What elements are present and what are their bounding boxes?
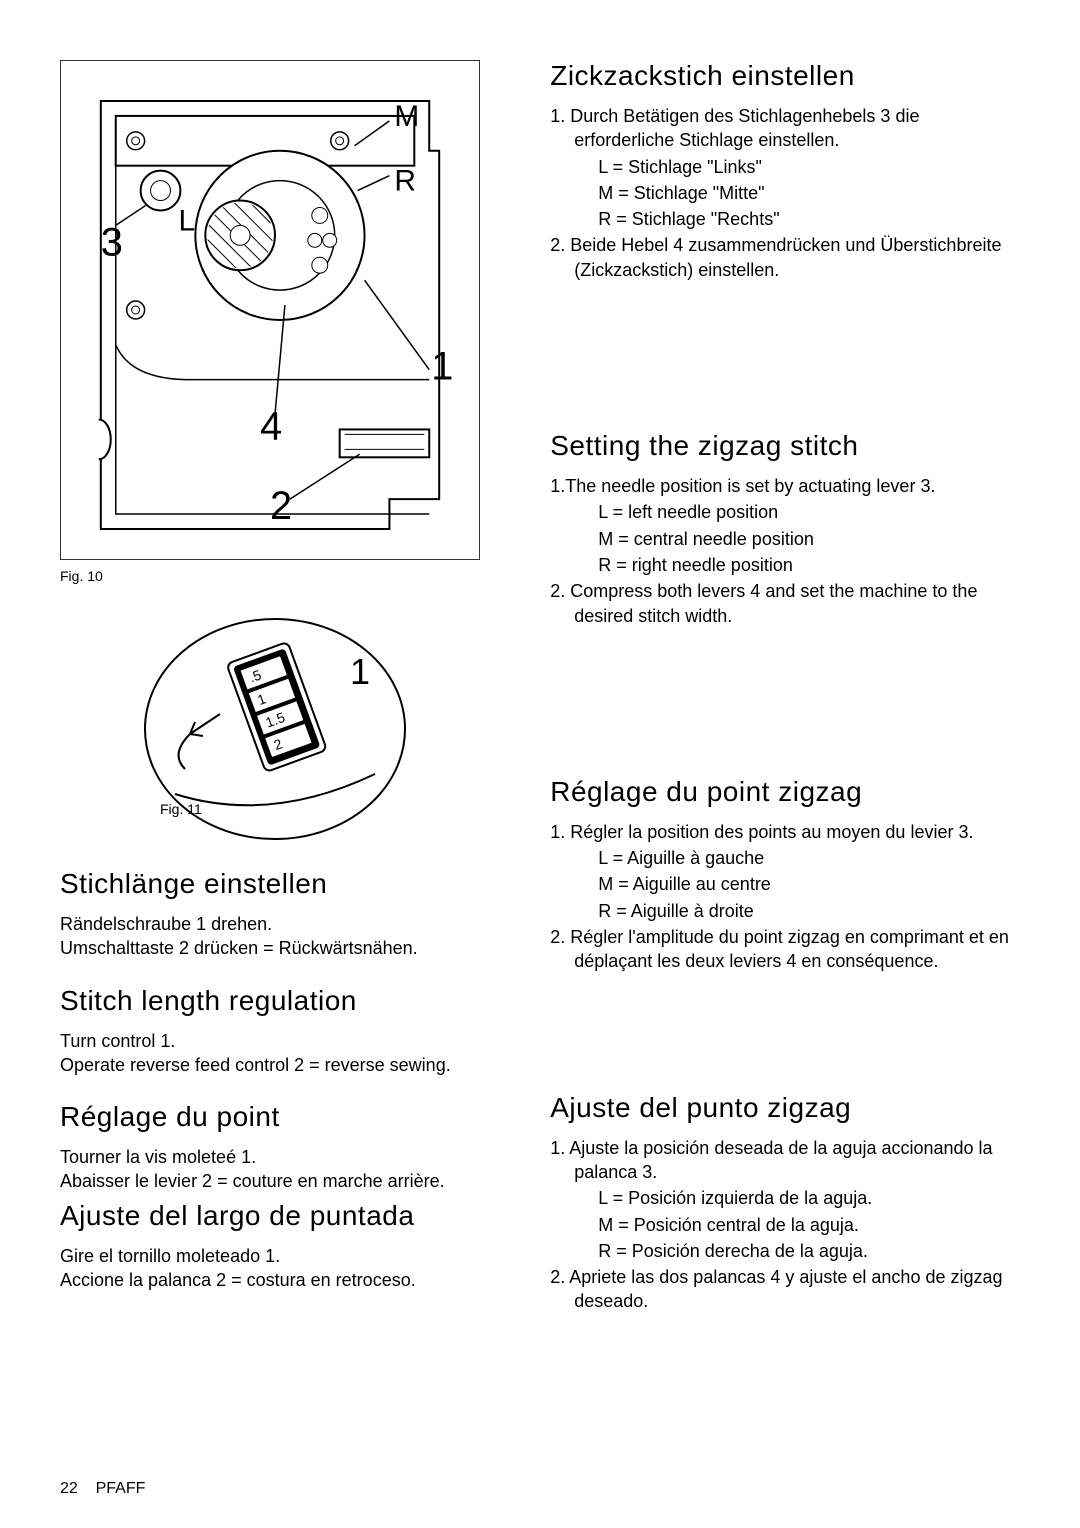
heading-reglage-point: Réglage du point: [60, 1101, 510, 1133]
section-reglage-point: Réglage du point Tourner la vis moleteé …: [60, 1101, 510, 1194]
fig10-caption: Fig. 10: [60, 568, 510, 584]
text: Umschalttaste 2 drücken = Rückwärtsnähen…: [60, 936, 510, 960]
page-number: 22: [60, 1480, 78, 1497]
definition: L = left needle position: [550, 500, 1020, 524]
section-setting-zigzag: Setting the zigzag stitch 1.The needle p…: [550, 430, 1020, 628]
definition: L = Aiguille à gauche: [550, 846, 1020, 870]
fig10-label-m: M: [394, 100, 419, 133]
definition: M = Stichlage "Mitte": [550, 181, 1020, 205]
heading-zickzack: Zickzackstich einstellen: [550, 60, 1020, 92]
list-item: 2. Apriete las dos palancas 4 y ajuste e…: [550, 1265, 1020, 1314]
fig10-label-2: 2: [270, 484, 292, 528]
text: Tourner la vis moleteé 1.: [60, 1145, 510, 1169]
heading-setting-zigzag: Setting the zigzag stitch: [550, 430, 1020, 462]
left-column: M R L 3 1 4 2 Fig. 10: [60, 60, 510, 1348]
definition: M = Posición central de la aguja.: [550, 1213, 1020, 1237]
definition: R = Stichlage "Rechts": [550, 207, 1020, 231]
fig11-label-1: 1: [350, 651, 370, 692]
list-item: 2. Régler l'amplitude du point zigzag en…: [550, 925, 1020, 974]
section-reglage-zigzag: Réglage du point zigzag 1. Régler la pos…: [550, 776, 1020, 974]
definition: R = right needle position: [550, 553, 1020, 577]
list-item: 1. Ajuste la posición deseada de la aguj…: [550, 1136, 1020, 1185]
section-stichlange: Stichlänge einstellen Rändelschraube 1 d…: [60, 868, 510, 961]
section-ajuste-largo: Ajuste del largo de puntada Gire el torn…: [60, 1200, 510, 1293]
fig10-label-l: L: [178, 204, 195, 237]
text: Turn control 1.: [60, 1029, 510, 1053]
list-item: 2. Beide Hebel 4 zusammendrücken und Übe…: [550, 233, 1020, 282]
definition: L = Posición izquierda de la aguja.: [550, 1186, 1020, 1210]
fig10-label-r: R: [394, 165, 416, 198]
text: Operate reverse feed control 2 = reverse…: [60, 1053, 510, 1077]
heading-stitch-length: Stitch length regulation: [60, 985, 510, 1017]
fig10-label-4: 4: [260, 404, 282, 448]
definition: M = Aiguille au centre: [550, 872, 1020, 896]
list-item: 2. Compress both levers 4 and set the ma…: [550, 579, 1020, 628]
fig11-caption: Fig. 11: [160, 801, 202, 817]
right-column: Zickzackstich einstellen 1. Durch Betäti…: [550, 60, 1020, 1348]
figure-11: .5 1 1.5 2 1 Fig. 11: [100, 614, 420, 844]
heading-stichlange: Stichlänge einstellen: [60, 868, 510, 900]
fig10-label-3: 3: [101, 220, 123, 264]
section-stitch-length: Stitch length regulation Turn control 1.…: [60, 985, 510, 1078]
text: Gire el tornillo moleteado 1.: [60, 1244, 510, 1268]
heading-ajuste-largo: Ajuste del largo de puntada: [60, 1200, 510, 1232]
definition: R = Aiguille à droite: [550, 899, 1020, 923]
definition: R = Posición derecha de la aguja.: [550, 1239, 1020, 1263]
fig10-svg: M R L 3 1 4 2: [61, 61, 479, 559]
section-zickzack: Zickzackstich einstellen 1. Durch Betäti…: [550, 60, 1020, 282]
figure-10: M R L 3 1 4 2: [60, 60, 480, 560]
heading-ajuste-zigzag: Ajuste del punto zigzag: [550, 1092, 1020, 1124]
page-footer: 22 PFAFF: [60, 1480, 145, 1498]
fig10-label-1: 1: [431, 345, 453, 389]
definition: L = Stichlage "Links": [550, 155, 1020, 179]
list-item: 1. Régler la position des points au moye…: [550, 820, 1020, 844]
brand-name: PFAFF: [96, 1480, 146, 1497]
section-ajuste-zigzag: Ajuste del punto zigzag 1. Ajuste la pos…: [550, 1092, 1020, 1314]
list-item: 1. Durch Betätigen des Stichlagenhebels …: [550, 104, 1020, 153]
heading-reglage-zigzag: Réglage du point zigzag: [550, 776, 1020, 808]
text: Rändelschraube 1 drehen.: [60, 912, 510, 936]
text: Accione la palanca 2 = costura en retroc…: [60, 1268, 510, 1292]
definition: M = central needle position: [550, 527, 1020, 551]
text: Abaisser le levier 2 = couture en marche…: [60, 1169, 510, 1193]
list-item: 1.The needle position is set by actuatin…: [550, 474, 1020, 498]
